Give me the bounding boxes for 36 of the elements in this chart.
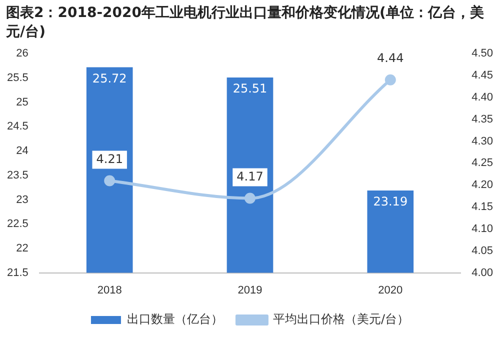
x-tick-label: 2018 <box>97 284 122 296</box>
point <box>244 192 256 204</box>
y2-tick-label: 4.45 <box>472 70 494 82</box>
y2-tick-label: 4.20 <box>472 179 494 192</box>
y-tick-label: 22.5 <box>6 218 28 230</box>
y-tick-label: 24 <box>16 145 28 158</box>
legend-label: 平均出口价格（美元/台） <box>272 312 410 326</box>
y-tick-label: 26 <box>16 48 28 60</box>
y-tick-label: 25 <box>16 96 28 108</box>
y2-tick-label: 4.10 <box>472 222 494 235</box>
data-label: 4.17 <box>236 169 264 184</box>
y2-tick-label: 4.05 <box>472 244 494 257</box>
point <box>104 175 116 186</box>
y-tick-label: 22 <box>16 242 28 254</box>
data-label: 25.51 <box>232 82 268 96</box>
data-label: 25.72 <box>92 71 127 86</box>
y-tick-label: 23 <box>16 194 28 206</box>
y2-tick-label: 4.40 <box>472 91 494 104</box>
y2-tick-label: 4.15 <box>472 201 494 214</box>
chart-title: 图表2：2018-2020年工业电机行业出口量和价格变化情况(单位：亿台，美元/台) <box>6 4 485 42</box>
y2-tick-label: 4.00 <box>472 266 494 279</box>
data-label: 4.44 <box>377 51 404 66</box>
point <box>384 74 396 86</box>
data-label: 4.21 <box>96 152 123 166</box>
y-tick-label: 24.5 <box>6 120 28 133</box>
y2-tick-label: 4.30 <box>472 135 494 148</box>
y-tick-label: 21.5 <box>6 266 28 279</box>
y-tick-label: 25.5 <box>6 72 28 84</box>
y-tick-label: 23.5 <box>6 169 28 182</box>
legend-label: 出口数量（亿台） <box>126 312 223 326</box>
x-tick-label: 2020 <box>378 284 403 296</box>
y2-tick-label: 4.25 <box>472 157 494 170</box>
y2-tick-label: 4.35 <box>472 113 494 126</box>
x-tick-label: 2019 <box>238 284 262 296</box>
y2-tick-label: 4.50 <box>472 48 494 60</box>
data-label: 23.19 <box>373 194 408 209</box>
